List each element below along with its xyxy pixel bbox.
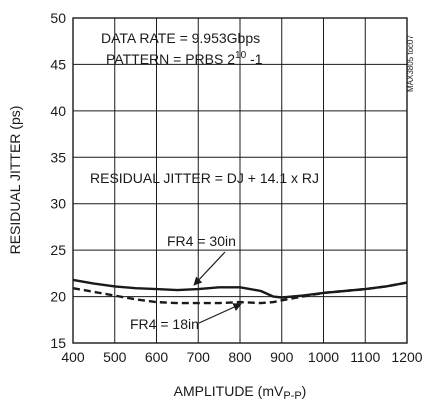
x-axis-title: AMPLITUDE (mVP-P) [174, 383, 307, 402]
tick-labels: 400 500 600 700 800 900 1000 1100 1200 15 20 25 30 35… [50, 10, 422, 365]
pattern-note: PATTERN = PRBS 210 -1 [106, 50, 263, 67]
x-tick-label: 900 [270, 349, 294, 365]
y-axis-title: RESIDUAL JITTER (ps) [7, 106, 23, 255]
x-tick-label: 1100 [350, 349, 380, 365]
y-tick-label: 25 [50, 242, 66, 258]
x-tick-label: 600 [145, 349, 169, 365]
x-tick-label: 1200 [391, 349, 422, 365]
arrow-fr4-18in [198, 303, 242, 324]
figure-id: MAX3805 toc07 [406, 35, 415, 92]
formula-note: RESIDUAL JITTER = DJ + 14.1 x RJ [90, 170, 319, 186]
series-line-fr4-18in [72, 281, 408, 305]
arrow-fr4-30in [193, 251, 226, 286]
x-tick-label: 1000 [308, 349, 339, 365]
x-axis-title-main: AMPLITUDE (mV [174, 383, 284, 399]
series-label-fr4-30in: FR4 = 30in [167, 233, 236, 249]
data-rate-note: DATA RATE = 9.953Gbps [101, 30, 260, 46]
y-tick-label: 35 [50, 149, 66, 165]
x-tick-label: 500 [103, 349, 127, 365]
y-tick-label: 15 [50, 335, 66, 351]
y-tick-label: 30 [50, 196, 66, 212]
x-axis-title-sub: P-P [283, 390, 301, 402]
x-axis-title-close: ) [302, 383, 307, 399]
y-tick-label: 50 [50, 10, 66, 26]
x-tick-label: 700 [187, 349, 211, 365]
plot-frame [72, 17, 408, 344]
pattern-prefix: PATTERN = PRBS 2 [106, 51, 235, 67]
x-tick-label: 400 [61, 349, 85, 365]
series-lines [72, 278, 408, 305]
series-label-fr4-18in: FR4 = 18in [130, 316, 199, 332]
x-tick-label: 800 [228, 349, 252, 365]
y-tick-label: 45 [50, 56, 66, 72]
y-tick-label: 20 [50, 289, 66, 305]
y-tick-label: 40 [50, 103, 66, 119]
pattern-exponent: 10 [235, 50, 247, 61]
grid-lines [73, 18, 407, 343]
pattern-suffix: -1 [246, 51, 263, 67]
